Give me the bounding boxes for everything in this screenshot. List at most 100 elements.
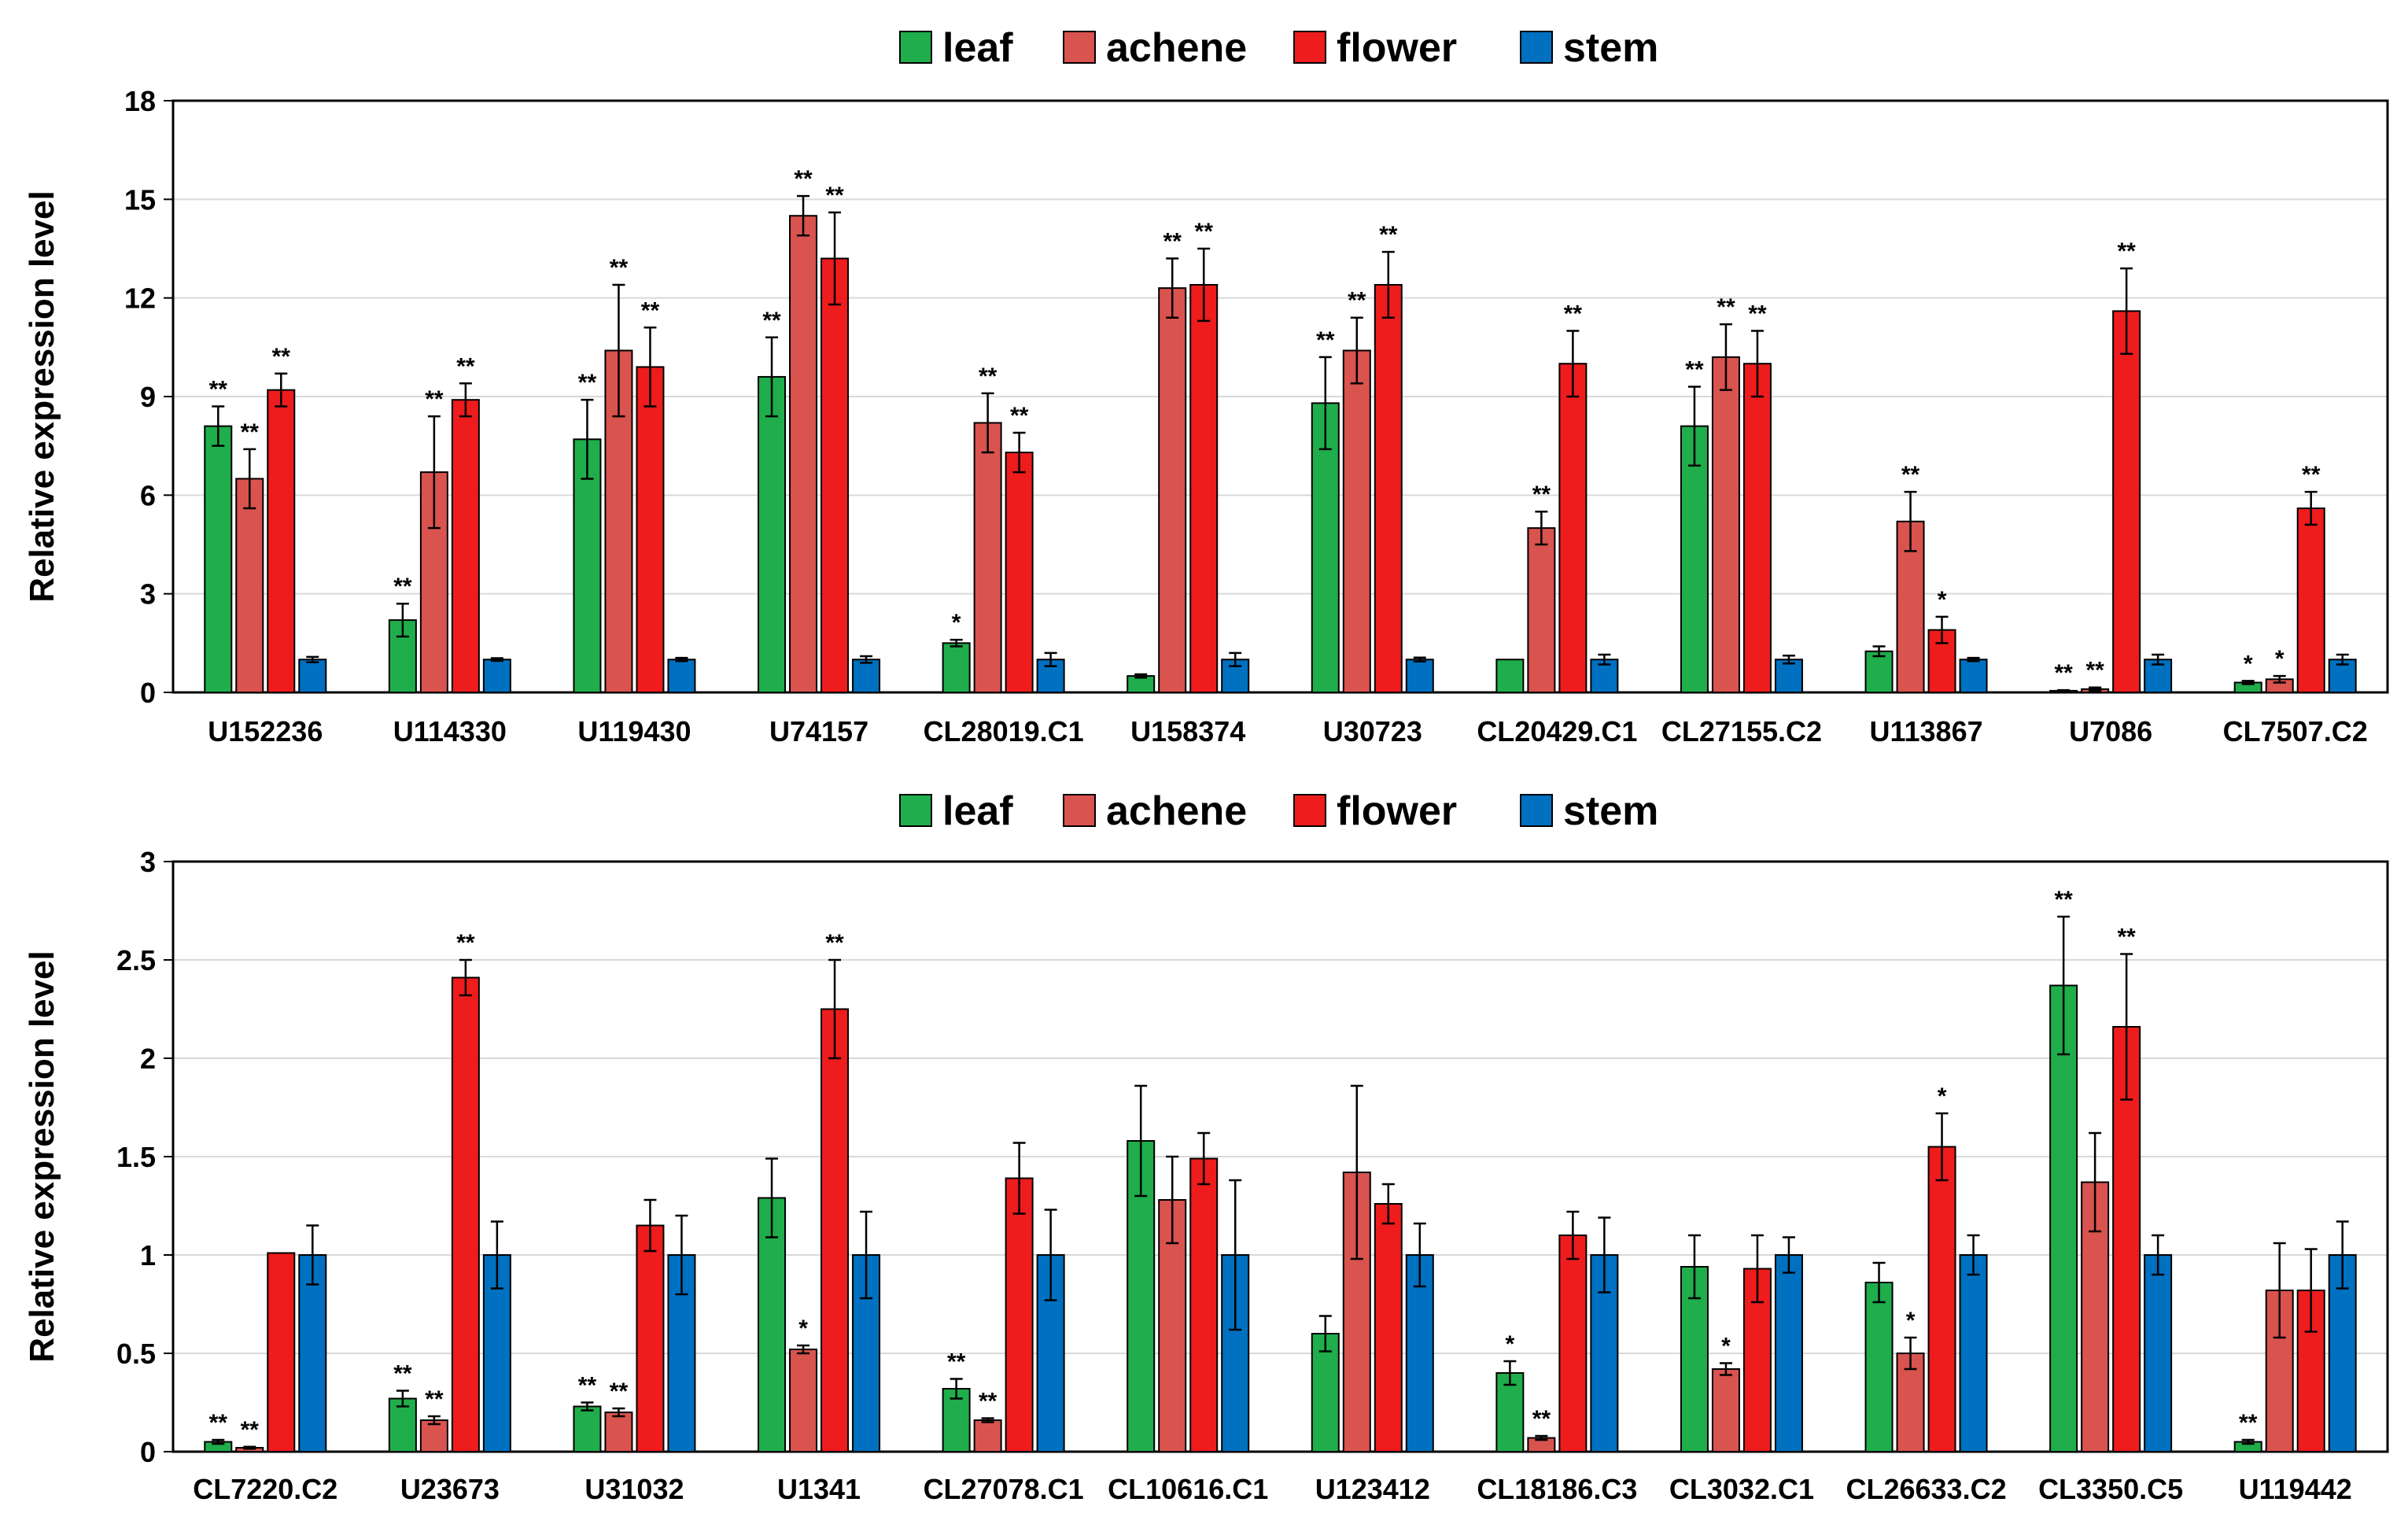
bar-group-CL27155.C2: ** ** ** (1680, 294, 1803, 694)
significance-mark: ** (641, 297, 660, 323)
plot-frame (171, 99, 2389, 694)
significance-mark: ** (1010, 403, 1029, 429)
legend-label-leaf: leaf (942, 788, 1013, 834)
bar-leaf (758, 375, 787, 693)
bar-flower (2112, 310, 2141, 693)
significance-mark: ** (456, 930, 475, 956)
x-category-label: CL7507.C2 (2223, 715, 2368, 747)
bar-group-U119442: ** (2233, 1220, 2357, 1452)
bar-leaf (1864, 1282, 1894, 1452)
chart-2: 0 0.5 1 1.5 2 2.5 3 Relative expression level le… (23, 788, 2389, 1505)
legend-label-achene: achene (1106, 788, 1247, 834)
x-category-label: U119430 (577, 715, 691, 747)
significance-mark: ** (1348, 288, 1366, 314)
bar-achene (235, 478, 264, 693)
bar-leaf (1495, 659, 1525, 694)
bar-stem (1405, 1254, 1434, 1452)
bar-leaf (1864, 650, 1894, 693)
significance-mark: ** (2117, 925, 2136, 950)
y-tick-label: 2.5 (116, 944, 156, 976)
bar-flower (1558, 363, 1588, 693)
significance-mark: ** (762, 308, 781, 334)
bar-group-CL7220.C2: ** ** (204, 1224, 327, 1452)
bar-flower (1189, 1157, 1219, 1452)
significance-mark: ** (2117, 238, 2136, 264)
x-category-label: U7086 (2069, 715, 2152, 747)
bar-flower (1927, 1146, 1956, 1452)
bar-group-CL7507.C2: * *** (2233, 462, 2357, 694)
significance-mark: * (1938, 587, 1947, 613)
x-category-label: CL7220.C2 (193, 1473, 337, 1505)
x-category-label: U158374 (1130, 715, 1245, 747)
y-tick-label: 0 (140, 1436, 156, 1468)
x-category-label: CL27078.C1 (924, 1473, 1084, 1505)
bar-leaf (204, 425, 233, 693)
significance-mark: * (952, 610, 961, 636)
bar-stem (1221, 1254, 1250, 1452)
significance-mark: ** (825, 930, 844, 956)
x-category-label: CL18186.C3 (1477, 1473, 1637, 1505)
bar-leaf (758, 1197, 787, 1452)
x-category-label: CL20429.C1 (1477, 715, 1637, 747)
y-tick-label: 18 (124, 85, 156, 117)
significance-mark: ** (2302, 462, 2321, 488)
legend-swatch-stem (1520, 794, 1553, 827)
significance-mark: ** (2054, 660, 2073, 686)
bar-achene (789, 215, 818, 693)
bar-flower (267, 1252, 296, 1452)
bar-group-U23673: ** ** ** (388, 930, 511, 1452)
y-tick-label: 15 (124, 183, 156, 216)
significance-mark: ** (1316, 327, 1335, 353)
x-category-label: CL10616.C1 (1108, 1473, 1268, 1505)
bar-stem (667, 659, 696, 694)
significance-mark: ** (1163, 229, 1182, 255)
significance-mark: ** (1748, 301, 1767, 327)
bar-stem (1774, 1254, 1803, 1452)
bar-leaf (1495, 1372, 1525, 1452)
y-axis-label: Relative expression level (23, 190, 61, 602)
significance-mark: ** (979, 364, 997, 389)
bar-stem (298, 659, 327, 694)
bar-group-U113867: *** (1864, 462, 1988, 694)
bar-flower (1374, 1203, 1403, 1452)
legend-swatch-achene (1063, 794, 1096, 827)
legend-swatch-leaf (899, 31, 932, 64)
bar-group-U7086: ** ** ** (2049, 238, 2173, 694)
x-category-label: CL28019.C1 (924, 715, 1084, 747)
bar-group-U30723: ** ** ** (1311, 222, 1434, 694)
y-tick-label: 2 (140, 1043, 156, 1075)
bar-leaf (1311, 402, 1340, 693)
y-tick-label: 12 (124, 282, 156, 315)
x-category-label: U119442 (2239, 1473, 2352, 1505)
bar-group-CL3032.C1: * (1680, 1234, 1803, 1452)
legend-label-leaf: leaf (942, 25, 1013, 71)
significance-mark: ** (979, 1389, 997, 1415)
bar-group-U123412 (1311, 1084, 1434, 1452)
legend-label-stem: stem (1563, 788, 1658, 834)
significance-mark: * (1506, 1331, 1515, 1357)
significance-mark: ** (1195, 219, 1214, 245)
significance-mark: ** (2085, 658, 2104, 684)
significance-mark: ** (456, 353, 475, 379)
bar-group-U1341: *** (758, 930, 881, 1452)
bar-group-CL20429.C1: ** ** (1495, 301, 1619, 694)
bar-leaf (573, 1405, 602, 1452)
bar-achene (789, 1349, 818, 1452)
bar-stem (1959, 659, 1988, 694)
bar-group-U119430: ** ** ** (573, 255, 696, 694)
bar-group-CL26633.C2: ** (1864, 1083, 1988, 1452)
bar-flower (636, 1224, 665, 1452)
significance-mark: ** (2239, 1410, 2258, 1436)
x-category-label: U152236 (208, 715, 323, 747)
bar-group-U114330: ** ** ** (388, 353, 511, 694)
bar-group-U74157: ** ** ** (758, 166, 881, 694)
bar-stem (1774, 659, 1803, 694)
bar-stem (852, 659, 881, 694)
bar-flower (1374, 283, 1403, 693)
significance-mark: ** (610, 255, 629, 281)
legend-swatch-flower (1293, 794, 1326, 827)
bar-flower (451, 976, 480, 1452)
x-category-label: U113867 (1869, 715, 1982, 747)
bar-leaf (942, 642, 971, 693)
legend-swatch-achene (1063, 31, 1096, 64)
